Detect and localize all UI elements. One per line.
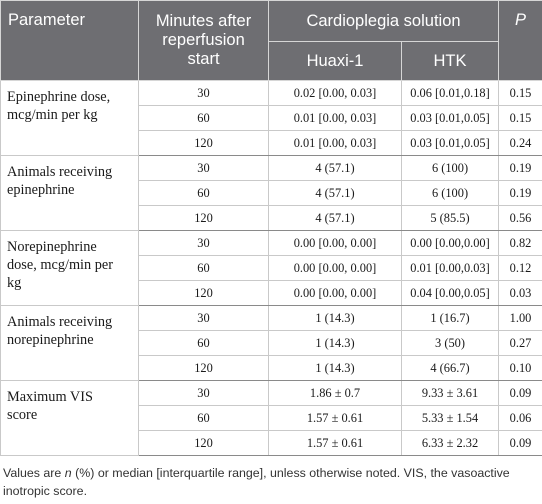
cell-minutes: 30 [138,380,269,406]
cell-minutes: 120 [138,130,269,156]
group-label-line: Epinephrine dose, [7,89,111,105]
cell-huaxi: 0.00 [0.00, 0.00] [268,230,402,256]
cell-huaxi: 1.57 ± 0.61 [268,405,402,431]
cell-htk: 9.33 ± 3.61 [400,380,500,406]
cell-minutes: 30 [138,305,269,331]
cell-huaxi: 4 (57.1) [268,205,402,231]
cell-p: 0.27 [498,330,542,356]
group-label-line: kg [7,275,22,291]
cell-p: 0.15 [498,80,542,106]
cell-p: 0.24 [498,130,542,156]
header-minutes: Minutes after reperfusion start [138,0,269,81]
cell-htk: 5 (85.5) [400,205,500,231]
cell-huaxi: 0.00 [0.00, 0.00] [268,280,402,306]
cell-minutes: 30 [138,155,269,181]
group-label-line: dose, mcg/min per [7,257,114,273]
cell-p: 0.03 [498,280,542,306]
cell-p: 1.00 [498,305,542,331]
cell-huaxi: 1.57 ± 0.61 [268,430,402,456]
cell-p: 0.19 [498,180,542,206]
cell-p: 0.09 [498,430,542,456]
cell-minutes: 60 [138,255,269,281]
cell-htk: 6 (100) [400,155,500,181]
cell-htk: 1 (16.7) [400,305,500,331]
cell-htk: 5.33 ± 1.54 [400,405,500,431]
cell-htk: 0.04 [0.00,0.05] [400,280,500,306]
group-label: Epinephrine dose, mcg/min per kg [0,80,139,156]
cell-minutes: 30 [138,80,269,106]
table-footnote: Values are n (%) or median [interquartil… [3,464,539,500]
cell-minutes: 60 [138,330,269,356]
cell-minutes: 120 [138,280,269,306]
cell-htk: 0.03 [0.01,0.05] [400,105,500,131]
cell-htk: 6 (100) [400,180,500,206]
group-label: Norepinephrine dose, mcg/min per kg [0,230,139,306]
group-label-line: Norepinephrine [7,239,97,255]
table-body: Epinephrine dose, mcg/min per kg 30 0.02… [0,80,542,456]
header-minutes-line1: Minutes after [155,12,252,30]
group-label-line: Animals receiving [7,314,113,330]
cell-htk: 0.03 [0.01,0.05] [400,130,500,156]
cell-minutes: 60 [138,405,269,431]
cell-p: 0.12 [498,255,542,281]
cell-minutes: 120 [138,430,269,456]
cell-htk: 6.33 ± 2.32 [400,430,500,456]
cell-htk: 3 (50) [400,330,500,356]
cell-huaxi: 4 (57.1) [268,155,402,181]
group-label-line: norepinephrine [7,332,94,348]
header-solution: Cardioplegia solution [267,0,500,42]
cell-minutes: 60 [138,180,269,206]
group-label-line: Maximum VIS [7,389,93,405]
cell-huaxi: 0.02 [0.00, 0.03] [268,80,402,106]
group-label: Animals receiving norepinephrine [0,305,139,381]
table-header: Parameter Minutes after reperfusion star… [0,0,542,81]
cell-p: 0.82 [498,230,542,256]
cell-huaxi: 4 (57.1) [268,180,402,206]
header-p: P [498,0,542,81]
group-label-line: mcg/min per kg [7,107,98,123]
cell-minutes: 120 [138,355,269,381]
group-label-line: score [7,407,38,423]
header-huaxi: Huaxi-1 [268,41,402,81]
cell-huaxi: 0.01 [0.00, 0.03] [268,130,402,156]
footnote-text: Values are [3,466,65,480]
group-label: Maximum VIS score [0,380,139,456]
cell-htk: 0.01 [0.00,0.03] [400,255,500,281]
cell-huaxi: 0.00 [0.00, 0.00] [268,255,402,281]
cell-p: 0.06 [498,405,542,431]
group-label: Animals receiving epinephrine [0,155,139,231]
header-parameter: Parameter [0,0,139,81]
cell-p: 0.15 [498,105,542,131]
cell-p: 0.19 [498,155,542,181]
cell-p: 0.56 [498,205,542,231]
results-table: Parameter Minutes after reperfusion star… [0,0,542,456]
cell-huaxi: 1.86 ± 0.7 [268,380,402,406]
header-minutes-line3: start [187,50,220,68]
header-minutes-line2: reperfusion [162,31,245,49]
cell-huaxi: 0.01 [0.00, 0.03] [268,105,402,131]
cell-minutes: 120 [138,205,269,231]
cell-htk: 0.06 [0.01,0.18] [400,80,500,106]
cell-p: 0.09 [498,380,542,406]
header-htk: HTK [400,41,500,81]
cell-minutes: 30 [138,230,269,256]
footnote-italic: n [64,466,72,480]
group-label-line: epinephrine [7,182,75,198]
cell-minutes: 60 [138,105,269,131]
group-label-line: Animals receiving [7,164,113,180]
cell-htk: 0.00 [0.00,0.00] [400,230,500,256]
footnote-text: (%) or median [interquartile range], unl… [3,466,510,498]
cell-huaxi: 1 (14.3) [268,305,402,331]
cell-htk: 4 (66.7) [400,355,500,381]
cell-p: 0.10 [498,355,542,381]
cell-huaxi: 1 (14.3) [268,355,402,381]
cell-huaxi: 1 (14.3) [268,330,402,356]
